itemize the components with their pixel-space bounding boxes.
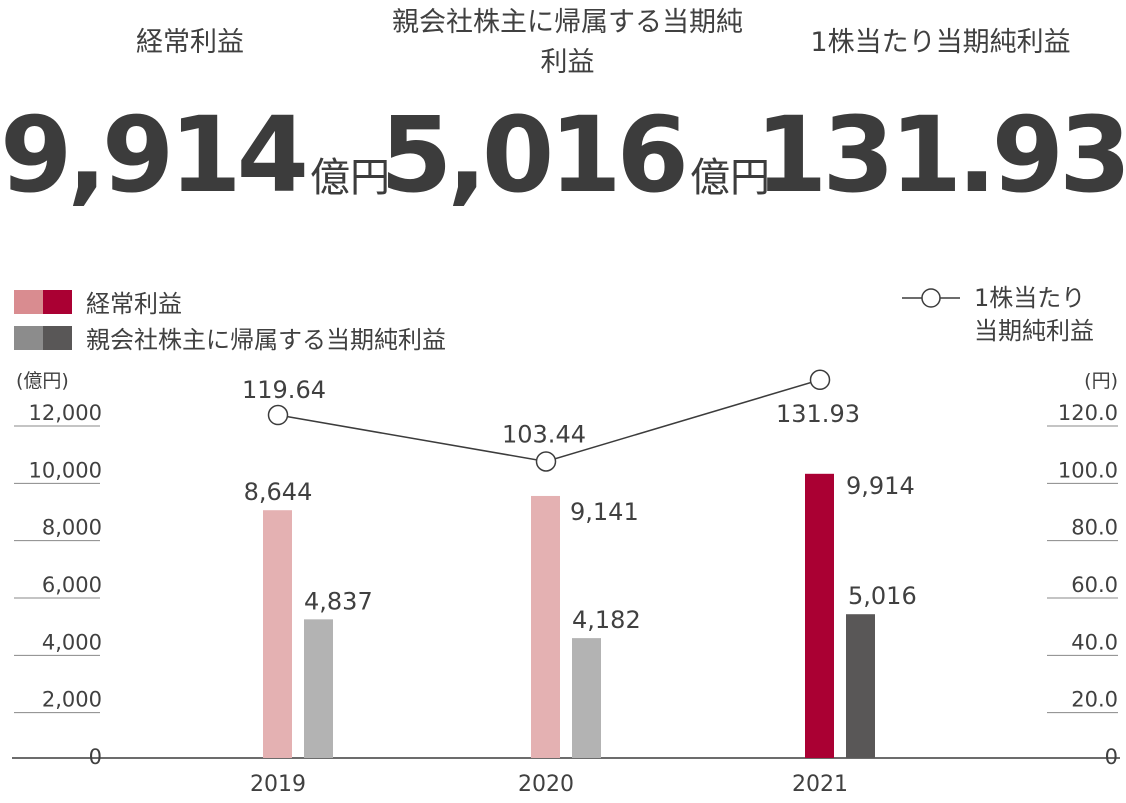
y-right-tick-label: 120.0 bbox=[1058, 401, 1118, 425]
kpi-value-row: 9,914 億円 bbox=[0, 100, 390, 210]
x-tick-label: 2019 bbox=[250, 772, 306, 797]
y-right-tick-label: 60.0 bbox=[1071, 573, 1118, 597]
y-left-tick-label: 12,000 bbox=[29, 401, 102, 425]
x-tick-label: 2021 bbox=[792, 772, 848, 797]
kpi-net-income: 親会社株主に帰属する当期純利益 5,016 億円 bbox=[380, 0, 770, 210]
bar-ordinary-profit bbox=[805, 473, 834, 758]
eps-point bbox=[535, 451, 557, 472]
legend-label-line2: 当期純利益 bbox=[974, 317, 1094, 345]
kpi-ordinary-profit: 経常利益 9,914 億円 bbox=[0, 0, 390, 210]
legend-label-line1: 1株当たり bbox=[974, 284, 1086, 312]
y-left-tick-label: 8,000 bbox=[42, 516, 102, 540]
y-right-unit: (円) bbox=[1084, 370, 1118, 392]
legend-swatch-dark bbox=[43, 325, 72, 350]
eps-value-label: 131.93 bbox=[776, 400, 860, 428]
legend-line-marker-icon bbox=[902, 288, 960, 308]
legend-swatch-light bbox=[14, 325, 43, 350]
y-left-tick-label: 0 bbox=[89, 745, 102, 769]
legend-swatch-dark bbox=[43, 289, 72, 314]
bar-value-label: 9,141 bbox=[570, 498, 639, 526]
legend-ordinary-profit: 経常利益 bbox=[14, 284, 182, 319]
kpi-unit: 億円 bbox=[689, 155, 770, 201]
y-right-tick-label: 20.0 bbox=[1071, 688, 1118, 712]
eps-point bbox=[267, 404, 289, 426]
y-left-tick-label: 10,000 bbox=[29, 458, 102, 482]
legend-label: 経常利益 bbox=[86, 290, 182, 318]
legend-eps: 1株当たり 当期純利益 bbox=[900, 282, 1120, 352]
bar-net-income bbox=[572, 638, 601, 758]
bar-value-label: 8,644 bbox=[244, 478, 313, 506]
y-right-tick-label: 80.0 bbox=[1071, 516, 1118, 540]
bar-ordinary-profit bbox=[263, 510, 292, 758]
bar-value-label: 5,016 bbox=[848, 582, 917, 610]
kpi-label: 1株当たり当期純利益 bbox=[810, 27, 1071, 58]
y-left-tick-label: 6,000 bbox=[42, 573, 102, 597]
legend-net-income: 親会社株主に帰属する当期純利益 bbox=[14, 320, 446, 355]
kpi-value: 5,016 bbox=[380, 94, 689, 216]
y-right-tick-label: 0 bbox=[1105, 745, 1118, 769]
legend-swatch-light bbox=[14, 289, 43, 314]
kpi-value-row: 131.93円 bbox=[755, 100, 1126, 210]
y-left-unit: (億円) bbox=[16, 370, 69, 392]
legend-label: 親会社株主に帰属する当期純利益 bbox=[86, 326, 446, 354]
eps-point bbox=[809, 369, 831, 391]
y-right-tick-label: 40.0 bbox=[1071, 630, 1118, 654]
y-left-tick-label: 2,000 bbox=[42, 688, 102, 712]
bar-net-income bbox=[846, 614, 875, 758]
kpi-value: 9,914 bbox=[0, 94, 309, 216]
eps-value-label: 119.64 bbox=[242, 376, 326, 404]
kpi-label: 経常利益 bbox=[136, 27, 244, 58]
y-left-tick-label: 4,000 bbox=[42, 630, 102, 654]
x-tick-label: 2020 bbox=[518, 772, 574, 797]
kpi-label: 親会社株主に帰属する当期純利益 bbox=[392, 7, 743, 78]
legend-label: 1株当たり 当期純利益 bbox=[974, 282, 1094, 348]
bar-value-label: 9,914 bbox=[846, 472, 915, 500]
kpi-unit: 億円 bbox=[309, 155, 390, 201]
bar-value-label: 4,182 bbox=[572, 606, 641, 634]
bar-value-label: 4,837 bbox=[304, 587, 373, 615]
kpi-value-row: 5,016 億円 bbox=[380, 100, 770, 210]
kpi-value: 131.93 bbox=[755, 94, 1126, 216]
y-right-tick-label: 100.0 bbox=[1058, 458, 1118, 482]
eps-value-label: 103.44 bbox=[502, 420, 586, 448]
bar-net-income bbox=[304, 619, 333, 758]
kpi-eps: 1株当たり当期純利益 131.93円 bbox=[755, 0, 1126, 210]
bar-ordinary-profit bbox=[531, 495, 560, 758]
